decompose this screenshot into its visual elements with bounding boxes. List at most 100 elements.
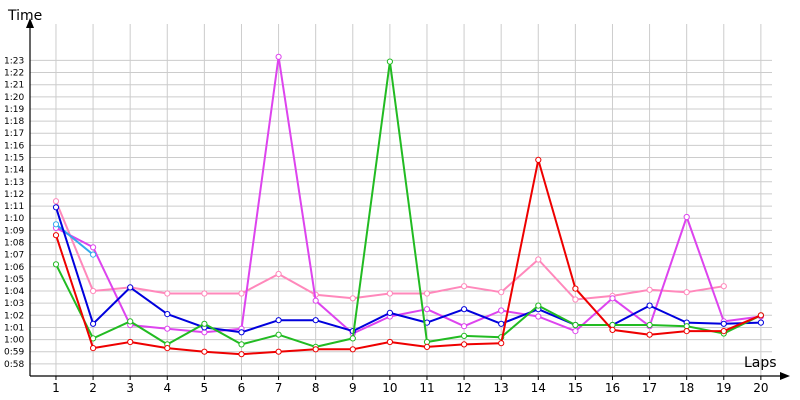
data-point — [720, 328, 727, 335]
y-tick-label: 1:23 — [4, 56, 24, 66]
x-tick-label: 12 — [456, 381, 471, 395]
data-point — [312, 346, 319, 353]
x-tick-label: 6 — [238, 381, 246, 395]
y-tick-label: 1:00 — [4, 336, 24, 346]
x-tick-label: 3 — [126, 381, 134, 395]
data-point — [461, 323, 468, 330]
y-tick-label: 0:58 — [4, 360, 24, 370]
x-tick-label: 2 — [89, 381, 97, 395]
x-tick-label: 13 — [494, 381, 509, 395]
data-point — [498, 340, 505, 347]
y-tick-label: 1:05 — [4, 275, 24, 285]
x-tick-label: 17 — [642, 381, 657, 395]
y-tick-label: 1:08 — [4, 238, 24, 248]
data-point — [275, 348, 282, 355]
data-point — [312, 317, 319, 324]
data-point — [646, 331, 653, 338]
x-tick-label: 5 — [201, 381, 209, 395]
series-line — [55, 60, 762, 348]
data-point — [609, 295, 616, 302]
y-tick-label: 1:13 — [4, 178, 24, 188]
data-point — [238, 329, 245, 336]
x-axis-arrow-icon — [780, 372, 790, 380]
data-point — [646, 302, 653, 309]
data-point — [720, 283, 727, 290]
data-point — [164, 290, 171, 297]
y-tick-label: 1:14 — [4, 166, 24, 176]
data-point — [275, 317, 282, 324]
data-point — [349, 346, 356, 353]
axes: Time Laps — [7, 8, 790, 380]
data-point — [164, 325, 171, 332]
data-point — [238, 290, 245, 297]
data-point — [90, 345, 97, 352]
data-point — [201, 290, 208, 297]
data-point — [127, 284, 134, 291]
data-point — [90, 251, 97, 258]
y-tick-label: 1:22 — [4, 69, 24, 79]
data-point — [349, 295, 356, 302]
x-tick-label: 10 — [382, 381, 397, 395]
data-point — [52, 232, 60, 239]
y-tick-label: 1:11 — [4, 202, 24, 212]
y-tick-label: 1:15 — [4, 154, 24, 164]
data-point — [201, 348, 208, 355]
data-point — [164, 345, 171, 352]
data-point — [52, 204, 60, 211]
data-point — [90, 244, 97, 251]
series-line — [55, 158, 762, 356]
data-point — [535, 256, 542, 263]
y-tick-label: 1:06 — [4, 263, 24, 273]
y-tick-label: 0:59 — [4, 348, 24, 358]
x-tick-label: 16 — [605, 381, 620, 395]
tick-labels: 0:58 0:59 1:00 1:01 1:02 1:03 1:04 1:05 1:06 1:07… — [4, 56, 769, 395]
y-tick-label: 1:12 — [4, 190, 24, 200]
data-point — [349, 335, 356, 342]
data-point — [386, 338, 393, 346]
x-tick-label: 1 — [52, 381, 60, 395]
data-point — [90, 320, 97, 327]
data-point — [683, 213, 690, 221]
data-point — [535, 302, 542, 309]
data-point — [461, 332, 468, 339]
data-point — [275, 53, 282, 60]
y-tick-label: 1:01 — [4, 323, 24, 333]
x-tick-label: 20 — [753, 381, 768, 395]
data-point — [572, 285, 579, 292]
data-point — [535, 156, 542, 163]
y-tick-label: 1:02 — [4, 311, 24, 321]
x-tick-label: 11 — [419, 381, 434, 395]
data-point — [757, 319, 765, 326]
data-point — [683, 289, 690, 296]
data-point — [52, 221, 60, 228]
data-point — [312, 297, 319, 304]
y-tick-label: 1:03 — [4, 299, 24, 309]
data-point — [386, 290, 393, 297]
x-tick-label: 8 — [312, 381, 320, 395]
data-point — [609, 326, 616, 333]
y-tick-label: 1:19 — [4, 105, 24, 115]
data-point — [535, 313, 542, 320]
data-point — [164, 311, 171, 318]
y-tick-label: 1:04 — [4, 287, 24, 297]
x-tick-label: 4 — [163, 381, 171, 395]
data-point — [646, 286, 653, 293]
y-tick-label: 1:18 — [4, 117, 24, 127]
series — [52, 53, 765, 358]
data-point — [90, 287, 97, 295]
data-point — [52, 198, 60, 205]
y-tick-label: 1:16 — [4, 141, 24, 151]
grid — [30, 24, 772, 376]
data-point — [52, 261, 60, 268]
x-tick-label: 14 — [531, 381, 546, 395]
y-tick-label: 1:07 — [4, 251, 24, 261]
series-3 — [52, 221, 97, 258]
data-point — [498, 307, 505, 314]
x-tick-label: 9 — [349, 381, 357, 395]
y-tick-label: 1:21 — [4, 81, 24, 91]
series-6 — [52, 156, 765, 358]
data-point — [386, 58, 393, 65]
x-tick-label: 15 — [568, 381, 583, 395]
data-point — [275, 270, 282, 278]
data-point — [201, 320, 208, 327]
